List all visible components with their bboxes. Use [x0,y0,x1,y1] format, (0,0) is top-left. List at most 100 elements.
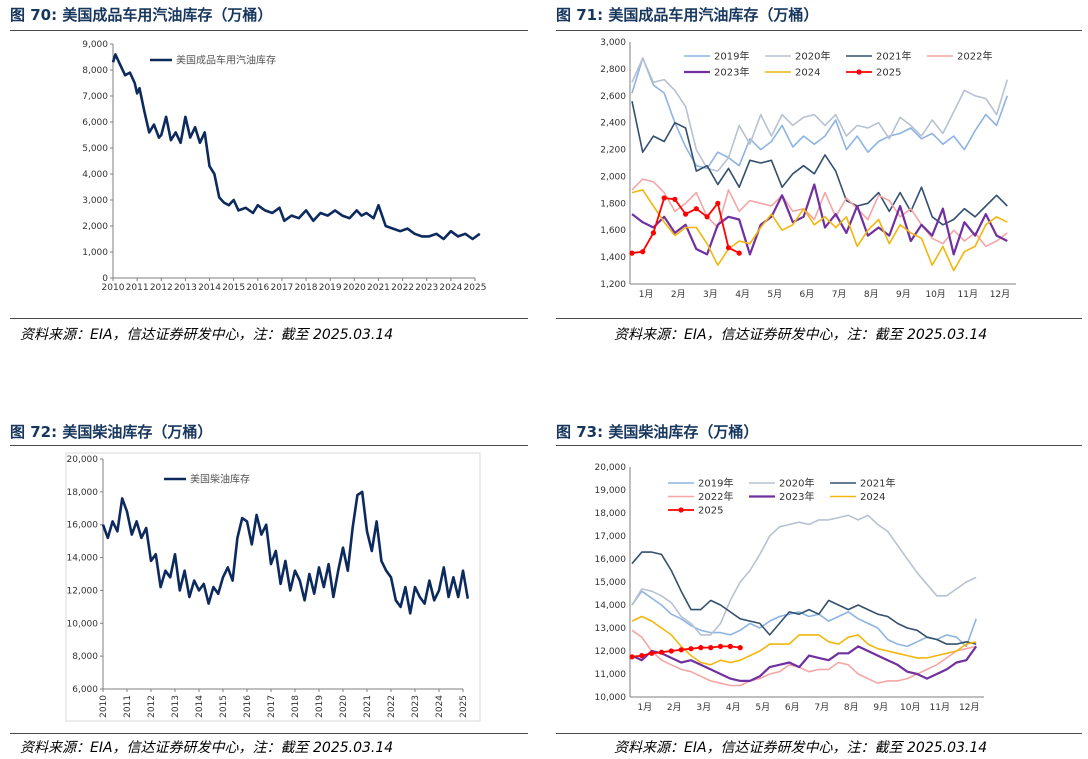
series-point [639,653,645,659]
title-rule [556,445,1082,446]
x-tick-label: 2010 [102,283,125,293]
panel-diesel-inventory-longterm: 图 72: 美国柴油库存（万桶） 6,000 8,000 10,000 12,000 1… [10,421,528,759]
x-tick-label: 2015 [219,695,229,718]
x-tick-label: 2020 [343,283,366,293]
y-tick-label: 0 [102,274,108,284]
legend-marker [856,69,862,75]
series-line [631,57,1009,172]
y-tick-label: 17,000 [595,532,627,542]
x-tick-label: 2015 [222,283,245,293]
series-point [737,645,743,651]
source-rule [556,733,1082,734]
x-tick-label: 9月 [873,702,888,713]
x-tick-label: 4月 [735,289,750,300]
panel-gasoline-inventory-longterm: 图 70: 美国成品车用汽油库存（万桶） 0 1,000 2,000 3,000 4,0… [10,4,528,349]
x-tick-label: 11月 [958,289,978,300]
x-tick-label: 2024 [435,695,445,718]
series-line [631,645,978,682]
chart-title: 图 71: 美国成品车用汽油库存（万桶） [556,6,819,24]
y-tick-label: 15,000 [595,578,627,588]
series-point [678,647,684,653]
series-line [631,590,977,648]
chart-canvas: 1,200 1,400 1,600 1,800 2,000 2,200 2,400 2,600… [600,38,1016,300]
x-tick-label: 1月 [637,702,652,713]
series-line [631,101,1008,226]
x-tick-label: 2014 [195,695,205,718]
series-point [661,195,667,201]
y-tick-label: 2,800 [600,65,626,75]
legend-label: 2021年 [876,50,911,63]
source-note: 资料来源：EIA，信达证券研发中心，注：截至 2025.03.14 [20,740,394,756]
x-tick-label: 2024 [439,283,462,293]
legend-label: 美国柴油库存 [190,473,250,486]
x-tick-label: 4月 [726,702,741,713]
y-tick-label: 2,200 [600,146,626,156]
legend-label: 2023年 [779,490,814,503]
legend-marker [678,507,684,513]
series-point [725,245,732,251]
x-tick-label: 2022 [391,283,414,293]
y-tick-label: 3,000 [82,196,108,206]
y-tick-label: 14,000 [595,601,627,611]
y-tick-label: 2,400 [600,119,626,129]
x-tick-label: 2019 [319,283,342,293]
series-point [672,196,678,202]
legend-label: 2022年 [698,490,733,503]
x-tick-label: 2012 [150,283,173,293]
source-rule [556,318,1082,319]
series-point [708,645,714,651]
chart-title: 图 73: 美国柴油库存（万桶） [556,423,759,441]
y-tick-label: 16,000 [67,521,99,531]
y-tick-label: 2,000 [600,172,626,182]
y-tick-label: 20,000 [67,455,99,465]
y-tick-label: 12,000 [595,647,627,657]
y-tick-label: 12,000 [67,586,99,596]
x-tick-label: 8月 [864,289,879,300]
legend-label: 2025 [876,68,901,79]
series-line [631,551,977,645]
x-tick-label: 2013 [174,283,197,293]
title-rule [10,445,528,446]
series-line [631,183,1008,256]
x-tick-label: 2011 [123,695,133,718]
series-line [631,189,1008,272]
x-tick-label: 6月 [800,289,815,300]
series-point [727,643,733,649]
x-tick-label: 2018 [291,695,301,718]
x-tick-label: 12月 [990,289,1010,300]
x-tick-label: 10月 [925,289,945,300]
chart-title: 图 72: 美国柴油库存（万桶） [10,423,213,441]
y-tick-label: 4,000 [82,170,108,180]
legend-label: 2020年 [779,477,814,490]
x-tick-label: 2016 [243,695,253,718]
x-tick-label: 2014 [198,283,221,293]
y-tick-label: 1,400 [600,253,626,263]
x-tick-label: 7月 [832,289,847,300]
title-rule [556,30,1082,31]
x-tick-label: 3月 [703,289,718,300]
series-point [688,646,694,652]
x-tick-label: 2017 [267,695,277,718]
source-note: 资料来源：EIA，信达证券研发中心，注：截至 2025.03.14 [20,327,394,343]
legend-label: 2024 [860,492,885,503]
series-point [683,211,689,217]
legend-label: 2025 [698,506,723,517]
series-point [658,649,665,655]
x-tick-label: 5月 [767,289,782,300]
series-line [631,615,977,666]
y-tick-label: 18,000 [67,488,99,498]
legend-label: 2023年 [714,66,749,79]
series-point [640,249,646,255]
source-rule [10,318,528,319]
y-tick-label: 2,000 [82,222,108,232]
x-tick-label: 6月 [785,702,800,713]
series-point [650,230,656,236]
chart-title: 图 70: 美国成品车用汽油库存（万桶） [10,6,273,24]
y-tick-label: 8,000 [72,652,98,662]
x-tick-label: 2010 [99,695,109,718]
x-tick-label: 3月 [696,702,711,713]
series-line [101,490,470,615]
chart-canvas: 6,000 8,000 10,000 12,000 14,000 16,000 18,000… [65,452,481,722]
y-tick-label: 2,600 [600,92,626,102]
legend-label: 2024 [795,68,820,79]
